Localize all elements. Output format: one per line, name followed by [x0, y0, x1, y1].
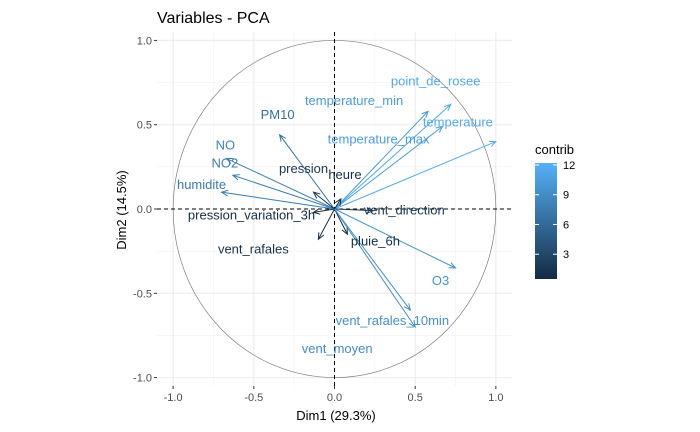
arrow-shaft: [334, 208, 411, 311]
variable-label: temperature: [423, 115, 493, 130]
y-axis-title: Dim2 (14.5%): [114, 170, 129, 249]
x-tick-label: 1.0: [488, 392, 503, 404]
arrow-shaft: [232, 174, 335, 210]
arrow-head: [408, 320, 416, 329]
legend-title: contrib: [535, 142, 574, 157]
arrow-shaft: [334, 208, 416, 328]
variable-label: humidite: [177, 177, 226, 192]
arrow-head: [231, 174, 240, 181]
y-tick-label: -0.5: [133, 288, 152, 300]
arrow-pression: [312, 191, 335, 210]
arrow-temperature_max: [334, 125, 444, 210]
arrow-O3: [334, 208, 457, 269]
arrow-head: [366, 207, 375, 214]
arrow-shaft: [279, 134, 335, 210]
variable-label: vent_moyen: [302, 341, 373, 356]
arrow-pression_variation_3h: [312, 208, 335, 215]
y-tick-label: 0.5: [137, 120, 152, 132]
arrow-pluie_6h: [334, 208, 348, 236]
arrow-shaft: [334, 126, 443, 210]
arrow-shaft: [334, 104, 452, 210]
arrow-temperature: [334, 140, 497, 210]
arrow-shaft: [221, 191, 335, 210]
arrow-PM10: [278, 133, 335, 210]
y-tick-label: 0.0: [137, 204, 152, 216]
arrow-head: [443, 103, 452, 112]
legend-colorbar: [535, 163, 557, 279]
arrow-humidite: [220, 189, 335, 210]
variable-label: O3: [432, 273, 449, 288]
variable-label: pression_variation_3h: [188, 207, 315, 222]
arrow-head: [278, 133, 286, 142]
variable-labels: point_de_rosee temperature_min temperature…: [177, 73, 493, 356]
variable-label: NO2: [211, 155, 238, 170]
arrow-head: [225, 157, 234, 165]
y-tick-label: -1.0: [133, 373, 152, 385]
arrow-shaft: [226, 157, 335, 210]
arrow-head: [435, 125, 444, 133]
x-tick-label: -0.5: [244, 392, 263, 404]
variable-label: temperature_max: [328, 131, 430, 146]
arrow-head: [317, 232, 325, 241]
legend-tick-label: 3: [563, 249, 569, 261]
arrow-shaft: [313, 208, 335, 213]
variable-label: vent_rafales_10min: [336, 313, 449, 328]
arrow-vent_direction: [334, 207, 375, 214]
arrow-head: [220, 189, 229, 197]
y-tick-label: 1.0: [137, 35, 152, 47]
variable-label: pression: [279, 161, 328, 176]
arrow-head: [341, 227, 348, 236]
variable-arrows: [220, 103, 497, 329]
arrow-point_de_rosee: [334, 103, 452, 210]
arrow-shaft: [334, 208, 348, 235]
variable-label: temperature_min: [305, 93, 403, 108]
arrow-head: [334, 197, 342, 206]
arrow-NO: [225, 157, 335, 210]
arrow-head: [448, 262, 457, 269]
variable-label: pluie_6h: [351, 233, 400, 248]
arrow-vent_rafales: [317, 208, 335, 241]
x-tick-label: -1.0: [164, 392, 183, 404]
arrow-head: [312, 191, 321, 199]
arrow-heure: [334, 197, 342, 210]
arrow-vent_moyen: [334, 208, 416, 329]
variable-label: PM10: [261, 107, 295, 122]
variable-label: heure: [328, 167, 361, 182]
x-axis-ticks: -1.0 -0.5 0.0 0.5 1.0: [164, 386, 504, 404]
variable-label: NO: [216, 137, 236, 152]
legend-tick-label: 6: [563, 219, 569, 231]
x-tick-label: 0.5: [408, 392, 423, 404]
chart-title: Variables - PCA: [157, 10, 270, 27]
variable-label: vent_direction: [364, 203, 445, 218]
legend-tick-label: 9: [563, 190, 569, 202]
arrow-shaft: [334, 208, 374, 212]
arrow-NO2: [231, 174, 335, 210]
variable-label: point_de_rosee: [391, 73, 481, 88]
variable-label: vent_rafales: [218, 241, 289, 256]
x-tick-label: 0.0: [327, 392, 342, 404]
arrow-shaft: [317, 208, 335, 240]
legend-ticks: 3 6 9 12: [535, 160, 575, 261]
arrow-shaft: [334, 198, 342, 210]
arrow-shaft: [334, 141, 497, 210]
arrow-head: [312, 208, 321, 215]
arrow-head: [403, 303, 412, 312]
arrow-temperature_min: [334, 110, 429, 210]
contrib-legend: contrib 3 6 9 12: [535, 142, 575, 279]
y-axis-ticks: -1.0 -0.5 0.0 0.5 1.0: [133, 35, 157, 385]
arrow-vent_rafales_10min: [334, 208, 412, 312]
arrow-shaft: [334, 208, 456, 269]
arrow-head: [421, 110, 429, 118]
arrow-shaft: [334, 110, 429, 210]
x-axis-title: Dim1 (29.3%): [296, 408, 375, 423]
arrow-shaft: [313, 191, 335, 210]
legend-tick-label: 12: [563, 160, 575, 172]
arrow-head: [488, 140, 497, 148]
